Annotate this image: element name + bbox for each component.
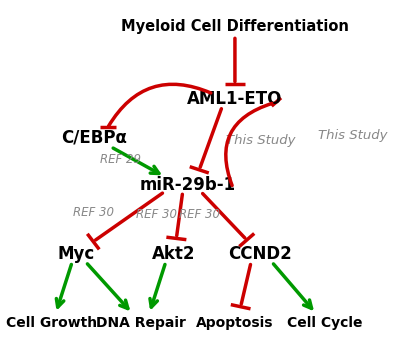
Text: DNA Repair: DNA Repair: [96, 316, 186, 330]
Text: REF 30: REF 30: [73, 206, 114, 219]
Text: Myc: Myc: [58, 245, 95, 263]
Text: Myeloid Cell Differentiation: Myeloid Cell Differentiation: [121, 19, 349, 34]
Text: AML1-ETO: AML1-ETO: [187, 90, 283, 108]
Text: Cell Cycle: Cell Cycle: [287, 316, 363, 330]
Text: REF 29: REF 29: [100, 153, 141, 166]
Text: Cell Growth: Cell Growth: [6, 316, 97, 330]
Text: C/EBPα: C/EBPα: [62, 128, 128, 146]
Text: CCND2: CCND2: [228, 245, 292, 263]
Text: REF 30: REF 30: [136, 208, 177, 221]
Text: Apoptosis: Apoptosis: [196, 316, 274, 330]
Text: miR-29b-1: miR-29b-1: [140, 176, 236, 194]
Text: REF 30: REF 30: [179, 208, 220, 221]
Text: Akt2: Akt2: [152, 245, 196, 263]
Text: This Study: This Study: [318, 129, 387, 142]
Text: This Study: This Study: [226, 134, 296, 147]
